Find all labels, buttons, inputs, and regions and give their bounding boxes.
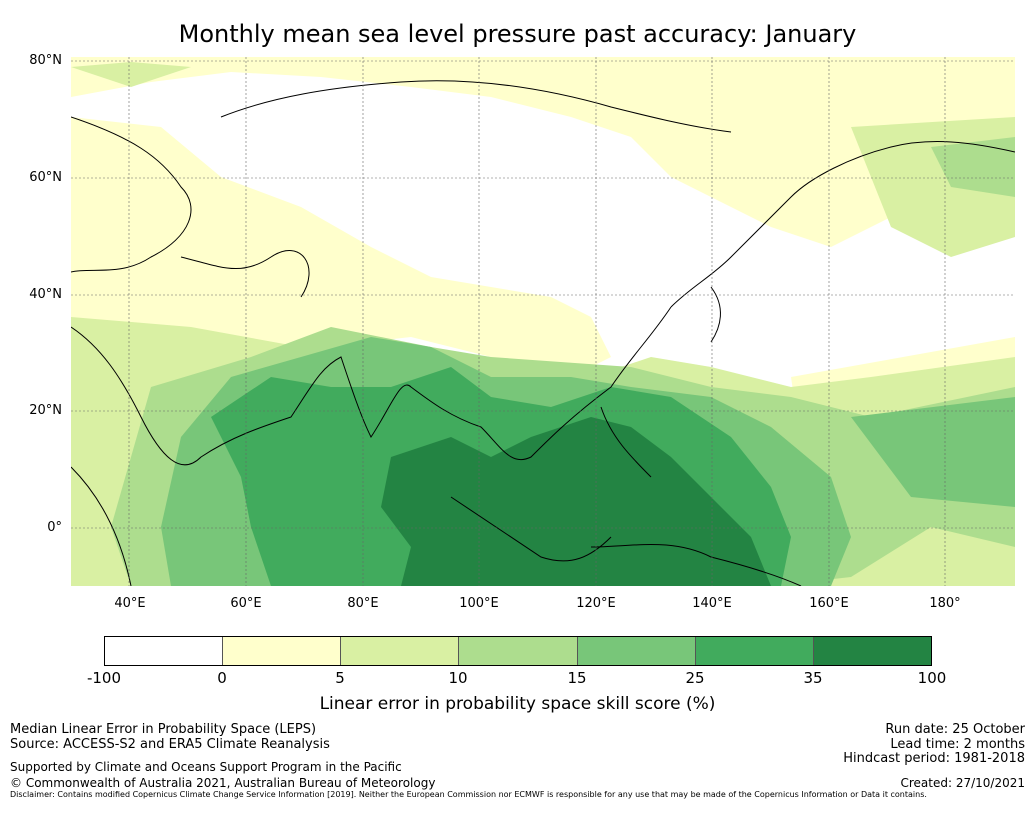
footer-supported: Supported by Climate and Oceans Support … xyxy=(10,760,402,774)
lon-label-40e: 40°E xyxy=(114,596,146,611)
colorbar-label: Linear error in probability space skill … xyxy=(319,694,716,714)
footer-source: Source: ACCESS-S2 and ERA5 Climate Reana… xyxy=(10,737,330,752)
footer-hindcast: Hindcast period: 1981-2018 xyxy=(843,751,1025,766)
disclaimer: Disclaimer: Contains modified Copernicus… xyxy=(10,790,927,799)
footer-method: Median Linear Error in Probability Space… xyxy=(10,722,317,737)
colorbar-segment xyxy=(223,637,342,665)
gridlines xyxy=(71,57,1015,586)
skill-score-map xyxy=(71,57,1015,586)
lat-label-80n: 80°N xyxy=(29,53,62,68)
colorbar-segment xyxy=(459,637,578,665)
footer-run-date: Run date: 25 October xyxy=(885,722,1025,737)
skill-band-35-100 xyxy=(381,417,771,586)
colorbar-segment xyxy=(695,637,814,665)
lat-label-20n: 20°N xyxy=(29,403,62,418)
colorbar-tick: 0 xyxy=(217,669,227,687)
colorbar-segment xyxy=(105,637,224,665)
colorbar-tick: 25 xyxy=(685,669,705,687)
colorbar-tick: 5 xyxy=(335,669,345,687)
lon-label-140e: 140°E xyxy=(692,596,732,611)
colorbar-tick: 10 xyxy=(448,669,468,687)
lon-label-100e: 100°E xyxy=(459,596,499,611)
footer-copyright: © Commonwealth of Australia 2021, Austra… xyxy=(10,776,436,790)
footer-created: Created: 27/10/2021 xyxy=(900,776,1025,790)
lon-label-160e: 160°E xyxy=(809,596,849,611)
lon-label-120e: 120°E xyxy=(576,596,616,611)
colorbar-tick: 100 xyxy=(917,669,947,687)
colorbar-tick: 35 xyxy=(803,669,823,687)
colorbar xyxy=(104,636,932,666)
colorbar-tick: 15 xyxy=(567,669,587,687)
colorbar-segment xyxy=(577,637,696,665)
colorbar-segment xyxy=(341,637,460,665)
lat-label-60n: 60°N xyxy=(29,170,62,185)
colorbar-segment xyxy=(813,637,931,665)
lat-label-40n: 40°N xyxy=(29,287,62,302)
map-title: Monthly mean sea level pressure past acc… xyxy=(178,20,857,48)
lon-label-180: 180° xyxy=(929,596,961,611)
lon-label-60e: 60°E xyxy=(230,596,262,611)
lat-label-0: 0° xyxy=(47,520,62,535)
coastlines xyxy=(71,80,1015,586)
colorbar-tick: -100 xyxy=(86,669,122,687)
lon-label-80e: 80°E xyxy=(347,596,379,611)
footer-lead-time: Lead time: 2 months xyxy=(890,737,1025,752)
